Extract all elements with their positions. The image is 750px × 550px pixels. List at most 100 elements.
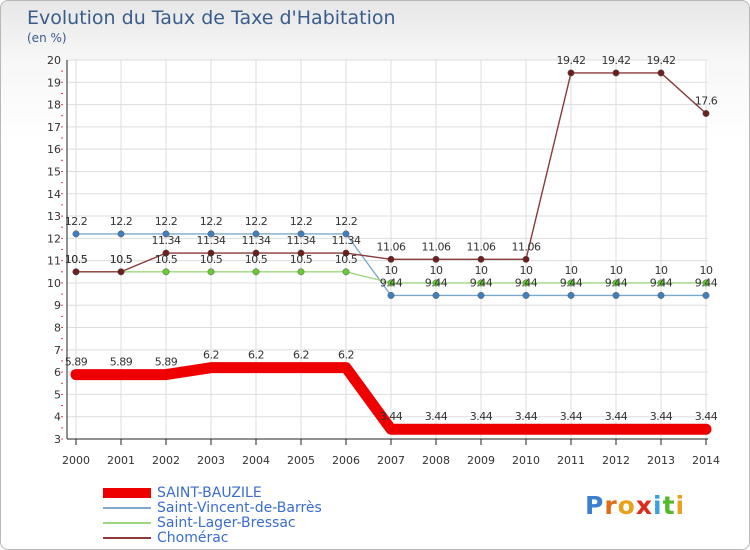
legend-label: SAINT-BAUZILE <box>157 484 262 501</box>
unit-label: (en %) <box>27 31 67 45</box>
series-point-0 <box>161 369 171 380</box>
series-point-3 <box>252 249 260 257</box>
logo-letter: i <box>653 491 663 520</box>
data-label-3: 19.42 <box>647 54 676 67</box>
series-point-2 <box>657 279 665 287</box>
y-tick-label: 19 <box>47 76 61 89</box>
data-label-0: 5.89 <box>155 356 178 369</box>
series-point-2 <box>522 279 530 287</box>
y-tick-label: 20 <box>47 54 61 67</box>
data-label-2: 10.5 <box>290 253 313 266</box>
series-point-3 <box>522 255 530 263</box>
data-label-1: 12.2 <box>200 215 223 228</box>
series-point-0 <box>611 424 621 435</box>
legend-item: Saint-Vincent-de-Barrès <box>103 500 322 516</box>
data-label-2: 10 <box>520 264 533 277</box>
proxiti-logo: Proxiti <box>585 491 685 520</box>
series-point-3 <box>117 268 125 276</box>
series-point-1 <box>432 291 440 299</box>
series-point-1 <box>252 230 260 238</box>
data-label-2: 10.5 <box>335 253 358 266</box>
x-tick-label: 2004 <box>242 454 270 467</box>
series-point-2 <box>297 268 305 276</box>
data-label-0: 6.2 <box>203 349 219 362</box>
y-tick-label: 10 <box>47 277 61 290</box>
data-label-1: 12.2 <box>110 215 133 228</box>
y-tick-label: 4 <box>54 411 61 424</box>
series-point-3 <box>387 255 395 263</box>
x-tick-label: 2009 <box>467 454 495 467</box>
y-tick-label: 18 <box>47 99 61 112</box>
series-point-1 <box>477 291 485 299</box>
y-tick-label: 9 <box>54 299 61 312</box>
series-point-3 <box>297 249 305 257</box>
legend-item: Saint-Lager-Bressac <box>103 514 322 531</box>
data-label-3: 11.34 <box>332 234 361 247</box>
series-point-0 <box>476 424 486 435</box>
data-label-0: 6.2 <box>293 349 309 362</box>
series-point-3 <box>702 110 710 117</box>
data-label-3: 11.34 <box>152 234 181 247</box>
data-label-0: 3.44 <box>605 410 628 423</box>
series-point-0 <box>386 424 396 435</box>
legend-swatch <box>103 506 151 509</box>
series-point-1 <box>297 230 305 238</box>
series-point-0 <box>251 362 261 373</box>
data-label-1: 9.44 <box>560 276 583 289</box>
data-label-1: 12.2 <box>155 215 178 228</box>
legend-swatch <box>103 536 151 539</box>
data-label-2: 10 <box>475 264 488 277</box>
series-point-3 <box>567 69 575 77</box>
x-tick-label: 2002 <box>152 454 180 467</box>
series-point-2 <box>612 279 620 287</box>
y-tick-label: 14 <box>47 188 61 201</box>
series-point-1 <box>567 291 575 299</box>
legend-swatch <box>103 487 151 498</box>
series-point-3 <box>477 255 485 263</box>
series-point-2 <box>477 279 485 287</box>
series-point-1 <box>702 291 710 299</box>
y-tick-label: 11 <box>47 255 61 268</box>
series-point-3 <box>657 69 665 77</box>
data-label-1: 9.44 <box>425 276 448 289</box>
data-label-0: 3.44 <box>515 410 538 423</box>
data-label-3: 19.42 <box>557 54 586 67</box>
logo-letter: P <box>585 491 605 520</box>
legend-label: Chomérac <box>157 529 229 546</box>
data-label-1: 12.2 <box>290 215 313 228</box>
x-tick-label: 2011 <box>557 454 585 467</box>
data-label-2: 10 <box>700 264 713 277</box>
data-label-2: 10.5 <box>155 253 178 266</box>
series-point-0 <box>656 424 666 435</box>
y-tick-label: 17 <box>47 121 61 134</box>
data-label-1: 12.2 <box>245 215 268 228</box>
data-label-0: 3.44 <box>650 410 673 423</box>
data-label-1: 12.2 <box>65 215 88 228</box>
y-tick-label: 5 <box>54 388 61 401</box>
data-label-2: 10 <box>430 264 443 277</box>
series-point-3 <box>432 255 440 263</box>
y-tick-label: 8 <box>54 322 61 335</box>
legend-item: Chomérac <box>103 529 322 546</box>
series-point-0 <box>116 369 126 380</box>
legend-label: Saint-Lager-Bressac <box>157 514 296 531</box>
data-label-2: 10.5 <box>200 253 223 266</box>
series-point-1 <box>162 230 170 238</box>
data-label-2: 10 <box>385 264 398 277</box>
logo-letter: x <box>635 491 653 520</box>
series-point-3 <box>612 69 620 77</box>
data-label-3: 10.5 <box>65 253 88 266</box>
y-tick-label: 12 <box>47 232 61 245</box>
x-tick-label: 2014 <box>692 454 720 467</box>
series-point-3 <box>72 268 80 276</box>
x-tick-label: 2000 <box>62 454 90 467</box>
series-point-1 <box>342 230 350 238</box>
y-tick-label: 15 <box>47 165 61 178</box>
data-label-3: 11.34 <box>197 234 226 247</box>
data-label-1: 9.44 <box>695 276 718 289</box>
data-label-3: 11.34 <box>242 234 271 247</box>
data-label-3: 19.42 <box>602 54 631 67</box>
series-point-1 <box>117 230 125 238</box>
series-point-1 <box>522 291 530 299</box>
series-point-3 <box>207 249 215 257</box>
